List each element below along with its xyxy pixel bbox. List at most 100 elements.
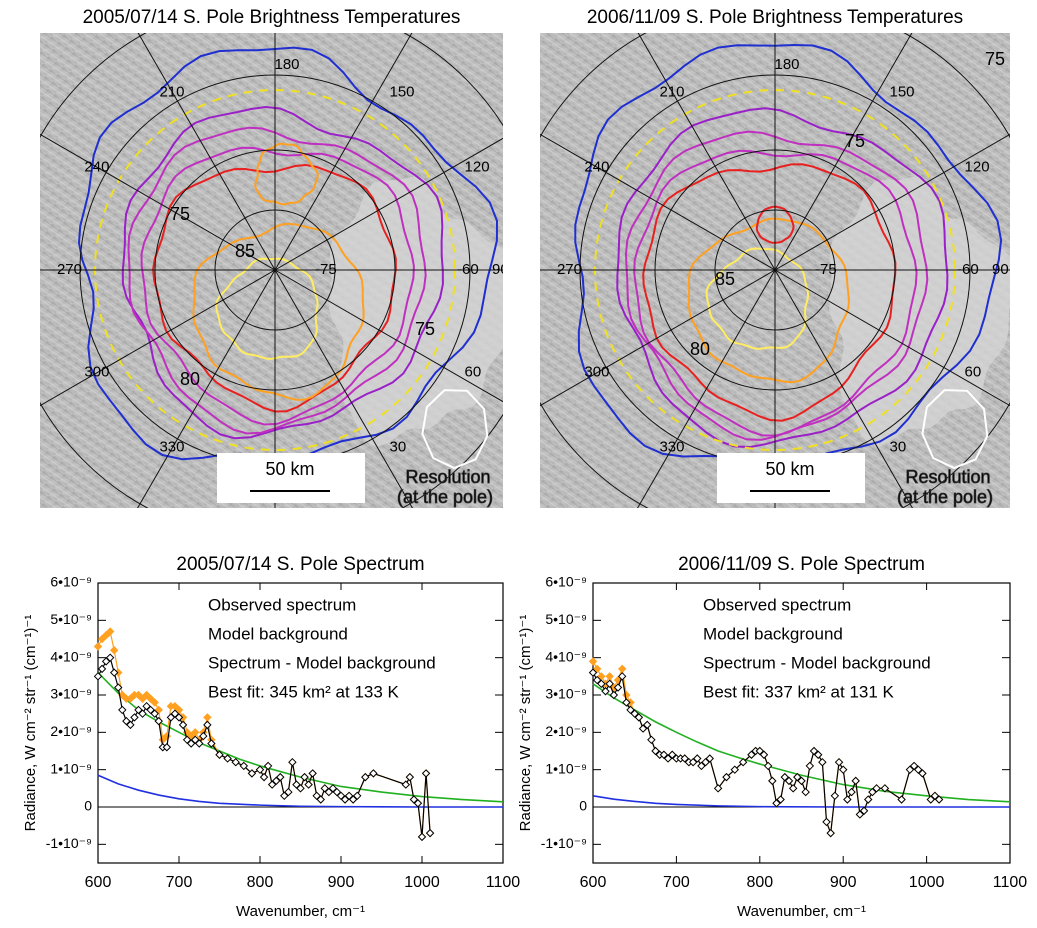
data-point xyxy=(178,720,188,730)
x-tick-label: 800 xyxy=(247,874,274,891)
data-point xyxy=(138,709,147,718)
legend-entry: Spectrum - Model background xyxy=(208,653,436,672)
data-point xyxy=(647,735,656,745)
data-point xyxy=(324,787,334,797)
data-point xyxy=(203,713,212,722)
meridian xyxy=(274,269,413,508)
data-point xyxy=(296,784,305,793)
data-point xyxy=(304,780,313,789)
data-point xyxy=(605,672,614,681)
data-point xyxy=(231,757,240,767)
y-axis-label: Radiance, W cm⁻² str⁻¹ (cm⁻¹)⁻¹ xyxy=(517,615,534,832)
legend-entry: Model background xyxy=(208,624,348,643)
data-point xyxy=(101,657,111,666)
resolution-shape xyxy=(921,389,989,470)
latitude-label: -75 xyxy=(815,261,837,278)
data-point xyxy=(914,765,923,774)
meridian xyxy=(637,33,776,271)
resolution-label: (at the pole) xyxy=(397,487,493,507)
meridian xyxy=(774,133,1010,271)
contour-label: 85 xyxy=(715,269,735,289)
data-point xyxy=(154,705,163,715)
map: 180 210 240 270 300 330 30 60 90 120 150 -75 -60 75 80… xyxy=(40,33,503,508)
data-point xyxy=(328,784,338,793)
legend-entry: Best fit: 337 km² at 131 K xyxy=(703,682,895,701)
data-point xyxy=(730,765,739,774)
data-point xyxy=(247,769,257,778)
data-point xyxy=(134,705,143,715)
contour xyxy=(633,149,918,437)
longitude-label: 90 xyxy=(992,261,1009,278)
data-point xyxy=(622,698,631,707)
data-point xyxy=(934,795,944,804)
data-point xyxy=(622,690,631,700)
data-point xyxy=(801,787,810,797)
data-point xyxy=(788,784,798,793)
longitude-label: 330 xyxy=(159,439,184,456)
y-tick-label: 1•10⁻⁹ xyxy=(50,760,92,776)
data-point xyxy=(199,731,208,741)
contour xyxy=(254,142,319,206)
longitude-label: 300 xyxy=(84,363,109,380)
contour-label: 75 xyxy=(845,131,865,151)
x-tick-label: 900 xyxy=(328,874,355,891)
data-point xyxy=(668,750,677,759)
y-tick-label: 5•10⁻⁹ xyxy=(545,611,587,627)
data-point xyxy=(613,683,623,692)
data-point xyxy=(97,634,107,644)
data-point xyxy=(747,750,756,759)
data-point xyxy=(300,772,309,782)
data-point xyxy=(190,735,200,745)
x-axis-label: Wavenumber, cm⁻¹ xyxy=(737,903,866,920)
data-point xyxy=(926,795,935,804)
contour xyxy=(755,205,795,244)
contour-label: 80 xyxy=(180,369,200,389)
resolution-label: (at the pole) xyxy=(897,487,993,507)
data-point xyxy=(843,795,852,804)
data-point xyxy=(369,769,378,778)
y-tick-label: 6•10⁻⁹ xyxy=(50,574,92,590)
data-point xyxy=(186,739,196,748)
data-point xyxy=(643,720,652,730)
contour xyxy=(624,130,929,441)
data-point xyxy=(215,750,224,759)
y-axis-label: Radiance, W cm⁻² str⁻¹ (cm⁻¹)⁻¹ xyxy=(22,615,39,832)
meridian xyxy=(774,33,913,271)
data-point xyxy=(146,705,155,715)
data-point xyxy=(763,761,773,771)
data-point xyxy=(663,754,673,763)
longitude-label: 30 xyxy=(890,439,907,456)
data-point xyxy=(344,791,354,801)
data-point xyxy=(195,739,204,748)
data-point xyxy=(772,799,781,808)
y-tick-label: 5•10⁻⁹ xyxy=(50,611,92,627)
data-point xyxy=(905,765,915,774)
y-tick-label: 6•10⁻⁹ xyxy=(545,574,587,590)
longitude-label: 330 xyxy=(659,439,684,456)
data-point xyxy=(425,828,435,838)
legend-entry: Best fit: 345 km² at 133 K xyxy=(208,682,400,701)
data-point xyxy=(797,776,806,786)
longitude-label: 180 xyxy=(774,56,799,73)
longitude-label: 120 xyxy=(465,158,490,175)
data-point xyxy=(413,799,423,808)
longitude-label: 180 xyxy=(274,56,299,73)
data-point xyxy=(830,791,840,801)
map-title: 2006/11/09 S. Pole Brightness Temperatur… xyxy=(587,7,963,28)
longitude-label: 150 xyxy=(390,83,415,100)
data-point xyxy=(122,716,131,726)
meridian xyxy=(40,269,276,407)
longitude-label: 120 xyxy=(965,158,990,175)
data-point xyxy=(361,772,370,782)
data-point xyxy=(118,705,127,715)
data-point xyxy=(768,776,777,786)
data-point xyxy=(280,791,289,801)
x-tick-label: 1000 xyxy=(909,874,945,891)
contour xyxy=(192,222,365,401)
resolution-label: Resolution xyxy=(905,467,990,487)
meridian xyxy=(40,133,276,271)
data-point xyxy=(597,679,606,689)
data-point xyxy=(701,757,710,767)
data-point xyxy=(738,757,748,767)
x-tick-label: 1100 xyxy=(993,874,1028,891)
